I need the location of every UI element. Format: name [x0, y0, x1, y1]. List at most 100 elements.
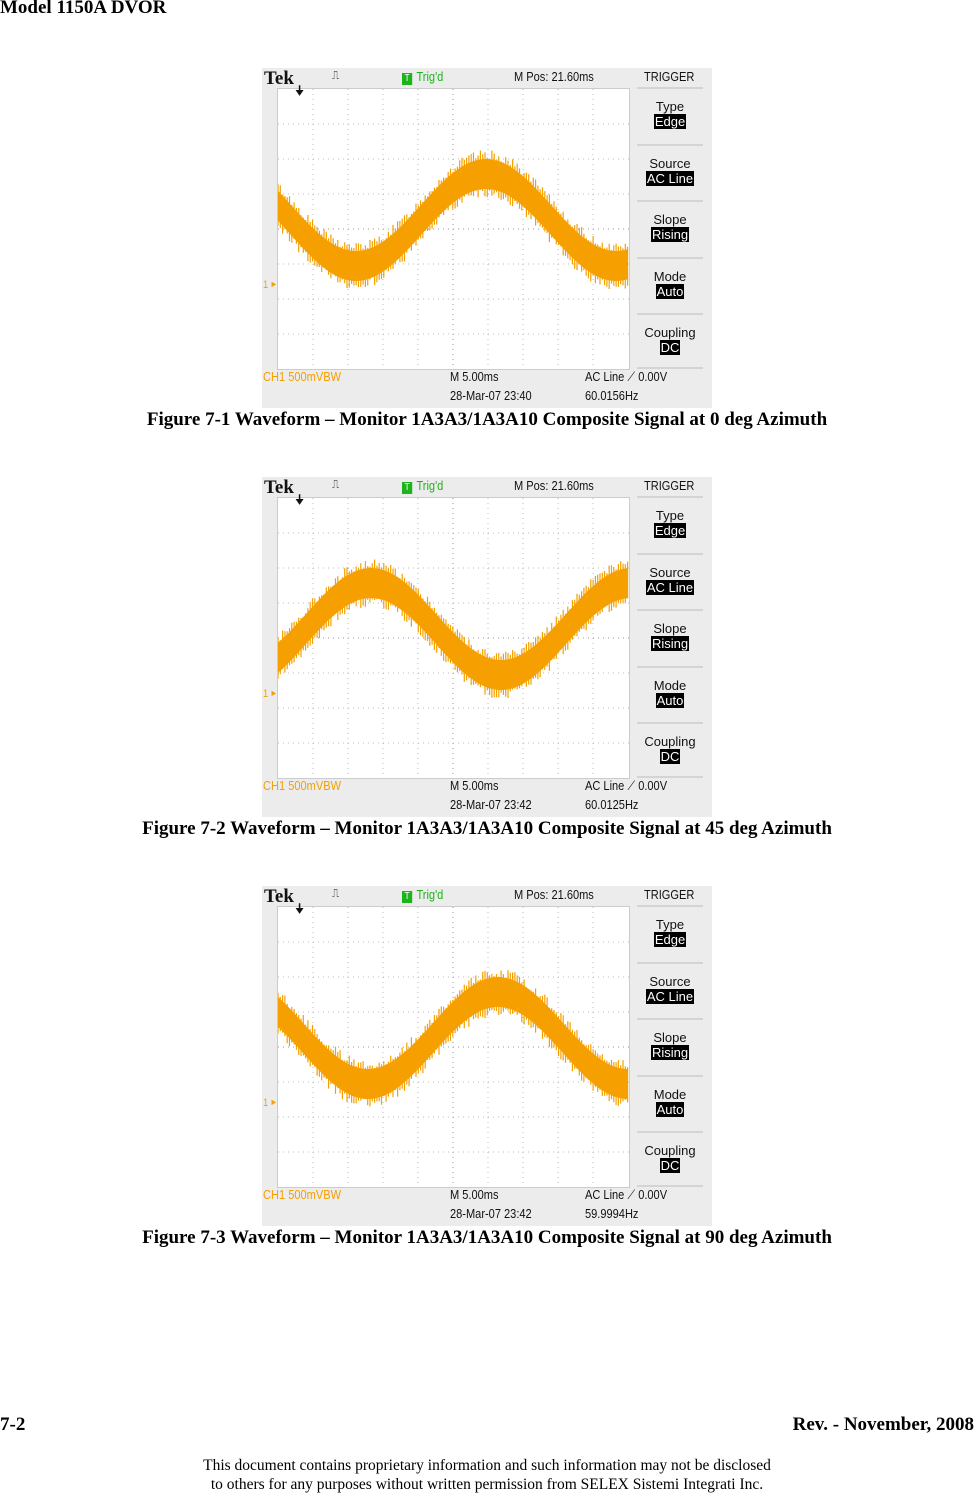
channel-ground-arrow: ► [270, 279, 278, 289]
menu-label: Type [655, 508, 685, 523]
trigger-menu-source[interactable]: Source AC Line [637, 974, 703, 1004]
menu-value: AC Line [645, 170, 695, 186]
rising-edge-icon: ⟋ [624, 369, 639, 384]
trigger-source: AC Line [585, 369, 625, 384]
menu-label: Coupling [644, 1143, 696, 1158]
menu-label: Slope [653, 212, 687, 227]
trigger-title: TRIGGER [644, 887, 695, 902]
trigger-status: T Trig'd [402, 478, 443, 494]
brand-logo: Tek [264, 886, 294, 907]
trigger-level: 0.00V [638, 369, 668, 384]
trigger-menu-slope[interactable]: Slope Rising [637, 1030, 703, 1060]
graticule [277, 88, 630, 370]
channel-1-marker: 1 [263, 1097, 269, 1109]
trigger-frequency: 59.9994Hz [585, 1206, 639, 1221]
trigger-menu-mode[interactable]: Mode Auto [637, 269, 703, 299]
menu-label: Slope [653, 1030, 687, 1045]
trigger-t-icon: T [402, 73, 413, 85]
menu-separator [637, 1185, 703, 1187]
trace-spikes [278, 559, 629, 698]
menu-separator [637, 367, 703, 369]
channel-label: CH1 [263, 369, 286, 384]
trigger-menu-coupling[interactable]: Coupling DC [637, 1143, 703, 1173]
page-number: 7-2 [0, 1414, 26, 1435]
figure-caption: Figure 7-2 Waveform – Monitor 1A3A3/1A3A… [142, 818, 832, 839]
trigger-menu-type[interactable]: Type Edge [637, 508, 703, 538]
menu-value: AC Line [645, 988, 695, 1004]
trigger-status-text: Trig'd [416, 478, 444, 493]
menu-separator [637, 313, 703, 315]
trigger-frequency: 60.0156Hz [585, 388, 639, 403]
trigger-title: TRIGGER [644, 478, 695, 493]
channel-ground-arrow: ► [270, 1097, 278, 1107]
menu-separator [637, 1018, 703, 1020]
menu-label: Mode [653, 268, 687, 284]
menu-separator [637, 665, 703, 668]
menu-separator [637, 200, 703, 202]
timebase: M 5.00ms [450, 778, 499, 793]
figure-caption: Figure 7-3 Waveform – Monitor 1A3A3/1A3A… [142, 1227, 832, 1248]
trigger-menu-type[interactable]: Type Edge [637, 917, 703, 947]
menu-label: Source [649, 564, 691, 580]
notice-line-2: to others for any purposes without writt… [210, 1476, 764, 1493]
oscilloscope-screenshot: Tek ⎍ T Trig'd M Pos: 21.60ms TRIGGER 🠋 1 ► Type E… [262, 68, 712, 408]
menu-label: Slope [653, 621, 687, 636]
menu-value: Auto [655, 692, 685, 708]
trigger-frequency: 60.0125Hz [585, 797, 639, 812]
m-pos: M Pos: 21.60ms [514, 69, 594, 84]
trigger-status-text: Trig'd [416, 69, 444, 84]
trace-spikes [278, 150, 629, 289]
acquire-icon: ⎍ [332, 68, 340, 82]
trigger-t-icon: T [402, 891, 413, 903]
menu-separator [637, 961, 703, 964]
menu-separator [637, 776, 703, 778]
trigger-menu-slope[interactable]: Slope Rising [637, 212, 703, 242]
proprietary-notice: This document contains proprietary infor… [0, 1456, 974, 1494]
trigger-menu-source[interactable]: Source AC Line [637, 156, 703, 186]
rising-edge-icon: ⟋ [624, 1187, 639, 1202]
brand-logo: Tek [264, 68, 294, 89]
graticule [277, 497, 630, 779]
trigger-menu-mode[interactable]: Mode Auto [637, 1087, 703, 1117]
waveform-plot [278, 89, 629, 369]
menu-value: Rising [650, 636, 690, 651]
trigger-menu-mode[interactable]: Mode Auto [637, 678, 703, 708]
waveform-plot [278, 498, 629, 778]
volts-per-div: 500mVBW [288, 1187, 342, 1202]
menu-value: Rising [650, 1045, 690, 1060]
channel-label: CH1 [263, 1187, 286, 1202]
rising-edge-icon: ⟋ [624, 778, 639, 793]
channel-scale: CH1 500mVBW [263, 778, 341, 793]
oscilloscope-screenshot: Tek ⎍ T Trig'd M Pos: 21.60ms TRIGGER 🠋 1 ► Type E… [262, 886, 712, 1226]
menu-separator [637, 256, 703, 259]
trigger-menu-type[interactable]: Type Edge [637, 99, 703, 129]
menu-label: Source [649, 155, 691, 171]
menu-separator [637, 87, 703, 89]
m-pos: M Pos: 21.60ms [514, 887, 594, 902]
trigger-status: T Trig'd [402, 887, 443, 903]
channel-1-marker: 1 [263, 279, 269, 291]
trigger-menu-source[interactable]: Source AC Line [637, 565, 703, 595]
channel-scale: CH1 500mVBW [263, 369, 341, 384]
date-time: 28-Mar-07 23:42 [450, 1206, 532, 1221]
menu-separator [637, 1131, 703, 1133]
trigger-readout: AC Line ⟋ 0.00V [585, 369, 667, 385]
trigger-level: 0.00V [638, 1187, 668, 1202]
figure-caption: Figure 7-1 Waveform – Monitor 1A3A3/1A3A… [146, 409, 828, 430]
acquire-icon: ⎍ [332, 477, 340, 491]
menu-separator [637, 496, 703, 498]
menu-separator [637, 609, 703, 611]
menu-value: Edge [653, 114, 687, 129]
trigger-readout: AC Line ⟋ 0.00V [585, 778, 667, 794]
menu-value: Auto [655, 1101, 685, 1117]
waveform-plot [278, 907, 629, 1187]
trigger-menu-coupling[interactable]: Coupling DC [637, 734, 703, 764]
menu-label: Type [655, 99, 685, 114]
volts-per-div: 500mVBW [288, 778, 342, 793]
brand-logo: Tek [264, 477, 294, 498]
menu-label: Coupling [644, 325, 696, 340]
trigger-menu-coupling[interactable]: Coupling DC [637, 325, 703, 355]
timebase: M 5.00ms [450, 1187, 499, 1202]
trigger-menu-slope[interactable]: Slope Rising [637, 621, 703, 651]
